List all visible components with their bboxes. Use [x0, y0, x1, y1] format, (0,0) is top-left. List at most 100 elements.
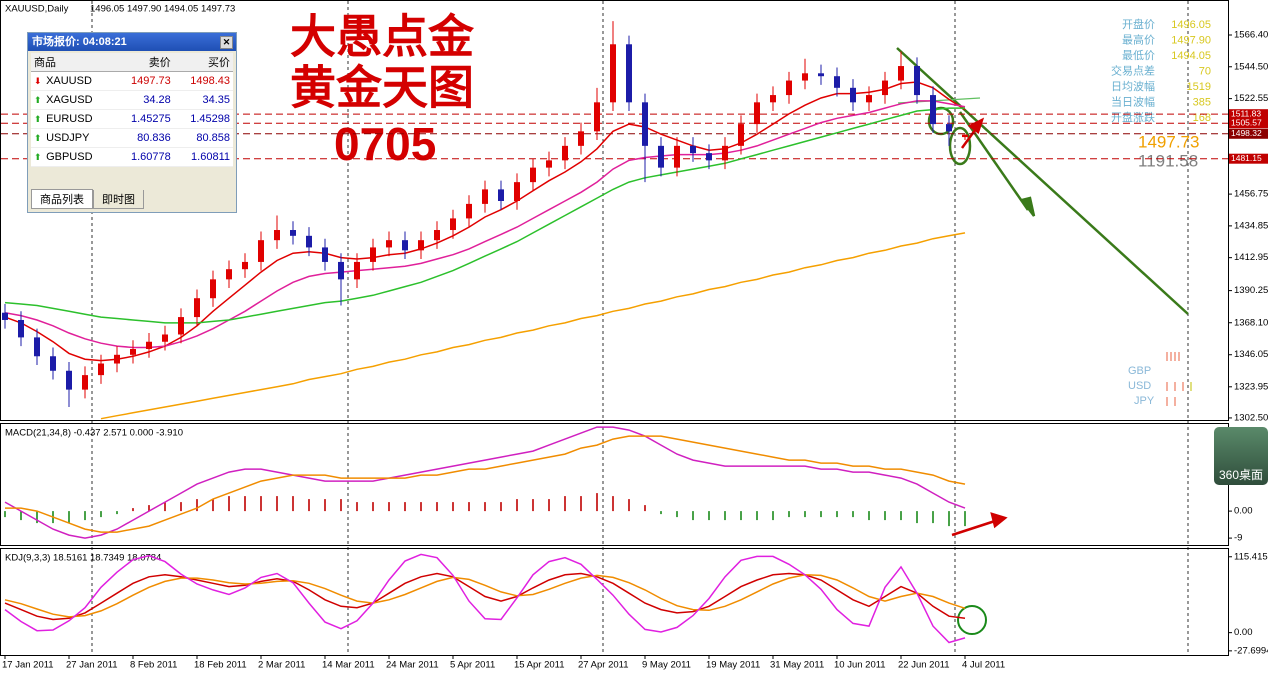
- ask: 34.35: [173, 90, 233, 110]
- currency-label: USD: [1128, 380, 1151, 392]
- candle-body: [34, 337, 40, 357]
- candle-body: [930, 95, 936, 125]
- y-tick-label: 1346.05: [1234, 349, 1268, 360]
- level-label: 1511.83: [1231, 108, 1261, 118]
- overlay-line: 0705: [334, 118, 436, 170]
- symbol: EURUSD: [46, 113, 93, 125]
- ask: 1.60811: [173, 147, 233, 167]
- symbol: XAUUSD: [46, 75, 92, 87]
- candle-body: [66, 370, 72, 390]
- candle-body: [514, 182, 520, 201]
- quote-row[interactable]: ⬆ EURUSD 1.45275 1.45298: [31, 109, 233, 129]
- info-panel: 开盘价 1496.05 最高价 1497.90 最低价 1494.05 交易点差 70 日均波幅…: [1111, 17, 1211, 124]
- tab[interactable]: 即时图: [93, 190, 144, 209]
- y-tick-label: 115.4153: [1234, 551, 1268, 562]
- tab[interactable]: 商品列表: [31, 189, 93, 209]
- info-label: 最低价: [1122, 49, 1155, 62]
- candle-body: [354, 261, 360, 280]
- x-tick-label: 8 Feb 2011: [130, 660, 177, 671]
- bid: 34.28: [114, 90, 174, 110]
- candle-body: [114, 354, 120, 364]
- y-tick-label: 0.00: [1234, 506, 1253, 517]
- candle-body: [338, 261, 344, 280]
- y-tick-label: 1323.95: [1234, 381, 1268, 392]
- candle-body: [402, 240, 408, 251]
- candle-body: [450, 218, 456, 231]
- overlay-line: 黄金天图: [290, 63, 474, 114]
- info-value: 70: [1199, 65, 1211, 77]
- widget-label: 360桌面: [1218, 468, 1264, 482]
- y-tick-label: -9: [1234, 533, 1242, 544]
- x-tick-label: 2 Mar 2011: [258, 660, 305, 671]
- candle-body: [258, 240, 264, 262]
- market-watch: 市场报价: 04:08:21 ✕ 商品 卖价 买价 ⬇ XAUUSD 1497.73 14…: [27, 32, 237, 213]
- y-tick-label: 0.00: [1234, 627, 1253, 638]
- level-label: 1481.15: [1231, 153, 1262, 163]
- candle-body: [162, 334, 168, 342]
- candle-body: [386, 240, 392, 248]
- symbol: USDJPY: [46, 132, 90, 144]
- info-label: 最高价: [1122, 32, 1155, 46]
- candle-body: [146, 341, 152, 350]
- candle-body: [834, 76, 840, 88]
- moving-average: [100, 232, 966, 420]
- indicator-line: [5, 435, 966, 533]
- candle-body: [690, 145, 696, 154]
- quote-row[interactable]: ⬆ USDJPY 80.836 80.858: [31, 128, 233, 148]
- candle-body: [914, 66, 920, 96]
- currency-label: GBP: [1128, 365, 1151, 377]
- y-tick-label: 1544.50: [1234, 61, 1268, 72]
- quote-row[interactable]: ⬆ GBPUSD 1.60778 1.60811: [31, 147, 233, 167]
- info-value: 1496.05: [1171, 19, 1211, 31]
- candle-body: [738, 124, 744, 146]
- candle-body: [130, 349, 136, 355]
- x-tick-label: 10 Jun 2011: [834, 660, 886, 671]
- info-label: 开盘涨跌: [1111, 110, 1155, 124]
- y-tick-label: 1368.10: [1234, 317, 1268, 328]
- candle-body: [866, 95, 872, 103]
- x-tick-label: 17 Jan 2011: [2, 660, 54, 671]
- candle-body: [898, 66, 904, 81]
- candle-body: [946, 124, 952, 132]
- candle-body: [82, 375, 88, 390]
- close-button[interactable]: ✕: [220, 36, 233, 49]
- x-tick-label: 24 Mar 2011: [386, 660, 439, 671]
- column-header: 卖价: [114, 53, 174, 72]
- market-watch-title-text: 市场报价: 04:08:21: [32, 36, 127, 48]
- candle-body: [306, 235, 312, 248]
- candle-body: [370, 247, 376, 262]
- x-tick-label: 18 Feb 2011: [194, 660, 247, 671]
- candle-body: [594, 102, 600, 132]
- info-value: 385: [1193, 96, 1211, 108]
- chart-title: XAUUSD,Daily: [5, 4, 69, 15]
- x-tick-label: 4 Jul 2011: [962, 660, 1005, 671]
- candle-body: [962, 134, 968, 138]
- level-tag: [1229, 128, 1268, 139]
- candle-body: [546, 160, 552, 168]
- desktop-widget[interactable]: 360桌面: [1214, 427, 1268, 485]
- candle-body: [754, 102, 760, 125]
- candle-body: [802, 73, 808, 81]
- quote-row[interactable]: ⬆ XAGUSD 34.28 34.35: [31, 90, 233, 110]
- quote-row[interactable]: ⬇ XAUUSD 1497.73 1498.43: [31, 71, 233, 91]
- candle-body: [466, 203, 472, 219]
- candle-body: [530, 167, 536, 183]
- indicator-line: [4, 426, 966, 539]
- candle-body: [626, 44, 632, 103]
- macd-title: MACD(21,34,8) -0.437 2.571 0.000 -3.910: [5, 428, 183, 439]
- candle-body: [706, 153, 712, 161]
- candle-body: [642, 102, 648, 146]
- candle-body: [210, 279, 216, 299]
- moving-average: [4, 107, 965, 324]
- x-tick-label: 27 Jan 2011: [66, 660, 118, 671]
- y-tick-label: 1566.40: [1234, 30, 1268, 41]
- info-value: 168: [1193, 112, 1211, 124]
- bid: 1497.73: [114, 71, 174, 91]
- level-label: 1505.57: [1231, 118, 1262, 128]
- bid: 1.45275: [114, 109, 174, 129]
- level-tag: [1229, 153, 1268, 164]
- info-label: 当日波幅: [1111, 94, 1155, 108]
- candle-body: [770, 95, 776, 103]
- y-tick-label: 1412.95: [1234, 252, 1268, 263]
- y-tick-label: 1302.50: [1234, 412, 1268, 423]
